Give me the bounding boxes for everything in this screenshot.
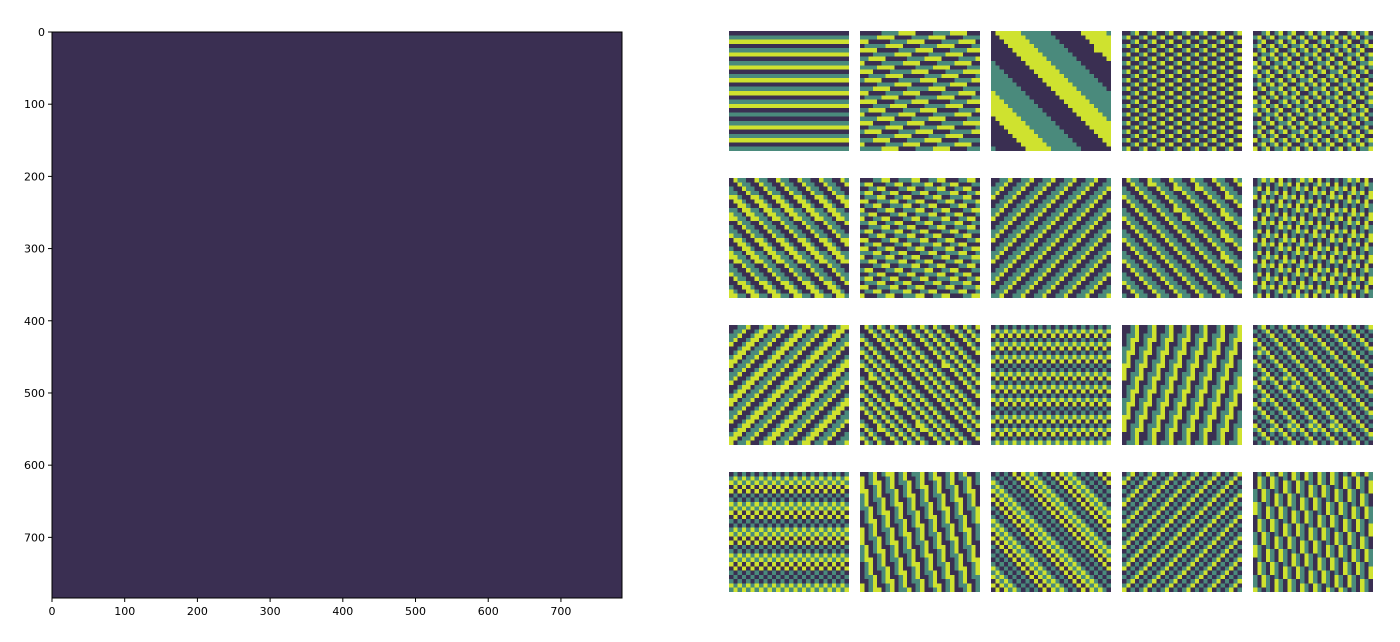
x-tick-label: 200 <box>187 605 208 618</box>
pattern-tile-2-3 <box>991 178 1111 298</box>
pattern-tile-1-2 <box>860 31 980 151</box>
y-tick-label: 0 <box>38 26 45 39</box>
y-tick-label: 500 <box>24 387 45 400</box>
pattern-tile-1-1 <box>729 31 849 151</box>
y-tick-label: 100 <box>24 98 45 111</box>
y-tick-label: 200 <box>24 170 45 183</box>
x-tick-label: 400 <box>332 605 353 618</box>
pattern-tile-2-4 <box>1122 178 1242 298</box>
y-tick-label: 700 <box>24 531 45 544</box>
pattern-tile-1-3 <box>991 31 1111 151</box>
pattern-tile-4-1 <box>729 472 849 592</box>
x-tick-label: 700 <box>550 605 571 618</box>
pattern-tile-4-3 <box>991 472 1111 592</box>
main-heatmap-plot: 0 100 200 300 400 500 600 700 0 100 200 300 400 500 6… <box>24 26 623 618</box>
y-axis: 0 100 200 300 400 500 600 700 <box>24 26 52 544</box>
y-tick-label: 600 <box>24 459 45 472</box>
pattern-tile-3-3 <box>991 325 1111 445</box>
x-tick-label: 100 <box>114 605 135 618</box>
pattern-tile-4-5 <box>1253 472 1373 592</box>
pattern-tile-1-4 <box>1122 31 1242 151</box>
plot-frame <box>51 31 623 599</box>
pattern-tile-3-5 <box>1253 325 1373 445</box>
x-tick-label: 300 <box>260 605 281 618</box>
x-tick-label: 600 <box>478 605 499 618</box>
x-tick-label: 500 <box>405 605 426 618</box>
y-tick-label: 300 <box>24 243 45 256</box>
pattern-tile-4-4 <box>1122 472 1242 592</box>
pattern-tile-4-2 <box>860 472 980 592</box>
pattern-tile-3-1 <box>729 325 849 445</box>
pattern-tile-2-1 <box>729 178 849 298</box>
pattern-tile-grid <box>729 31 1373 592</box>
pattern-tile-2-5 <box>1253 178 1373 298</box>
x-tick-label: 0 <box>49 605 56 618</box>
pattern-tile-1-5 <box>1253 31 1373 151</box>
pattern-tile-2-2 <box>860 178 980 298</box>
pattern-tile-3-2 <box>860 325 980 445</box>
x-axis: 0 100 200 300 400 500 600 700 <box>49 598 571 618</box>
pattern-tile-3-4 <box>1122 325 1242 445</box>
main-heatmap-image <box>52 32 622 598</box>
y-tick-label: 400 <box>24 315 45 328</box>
